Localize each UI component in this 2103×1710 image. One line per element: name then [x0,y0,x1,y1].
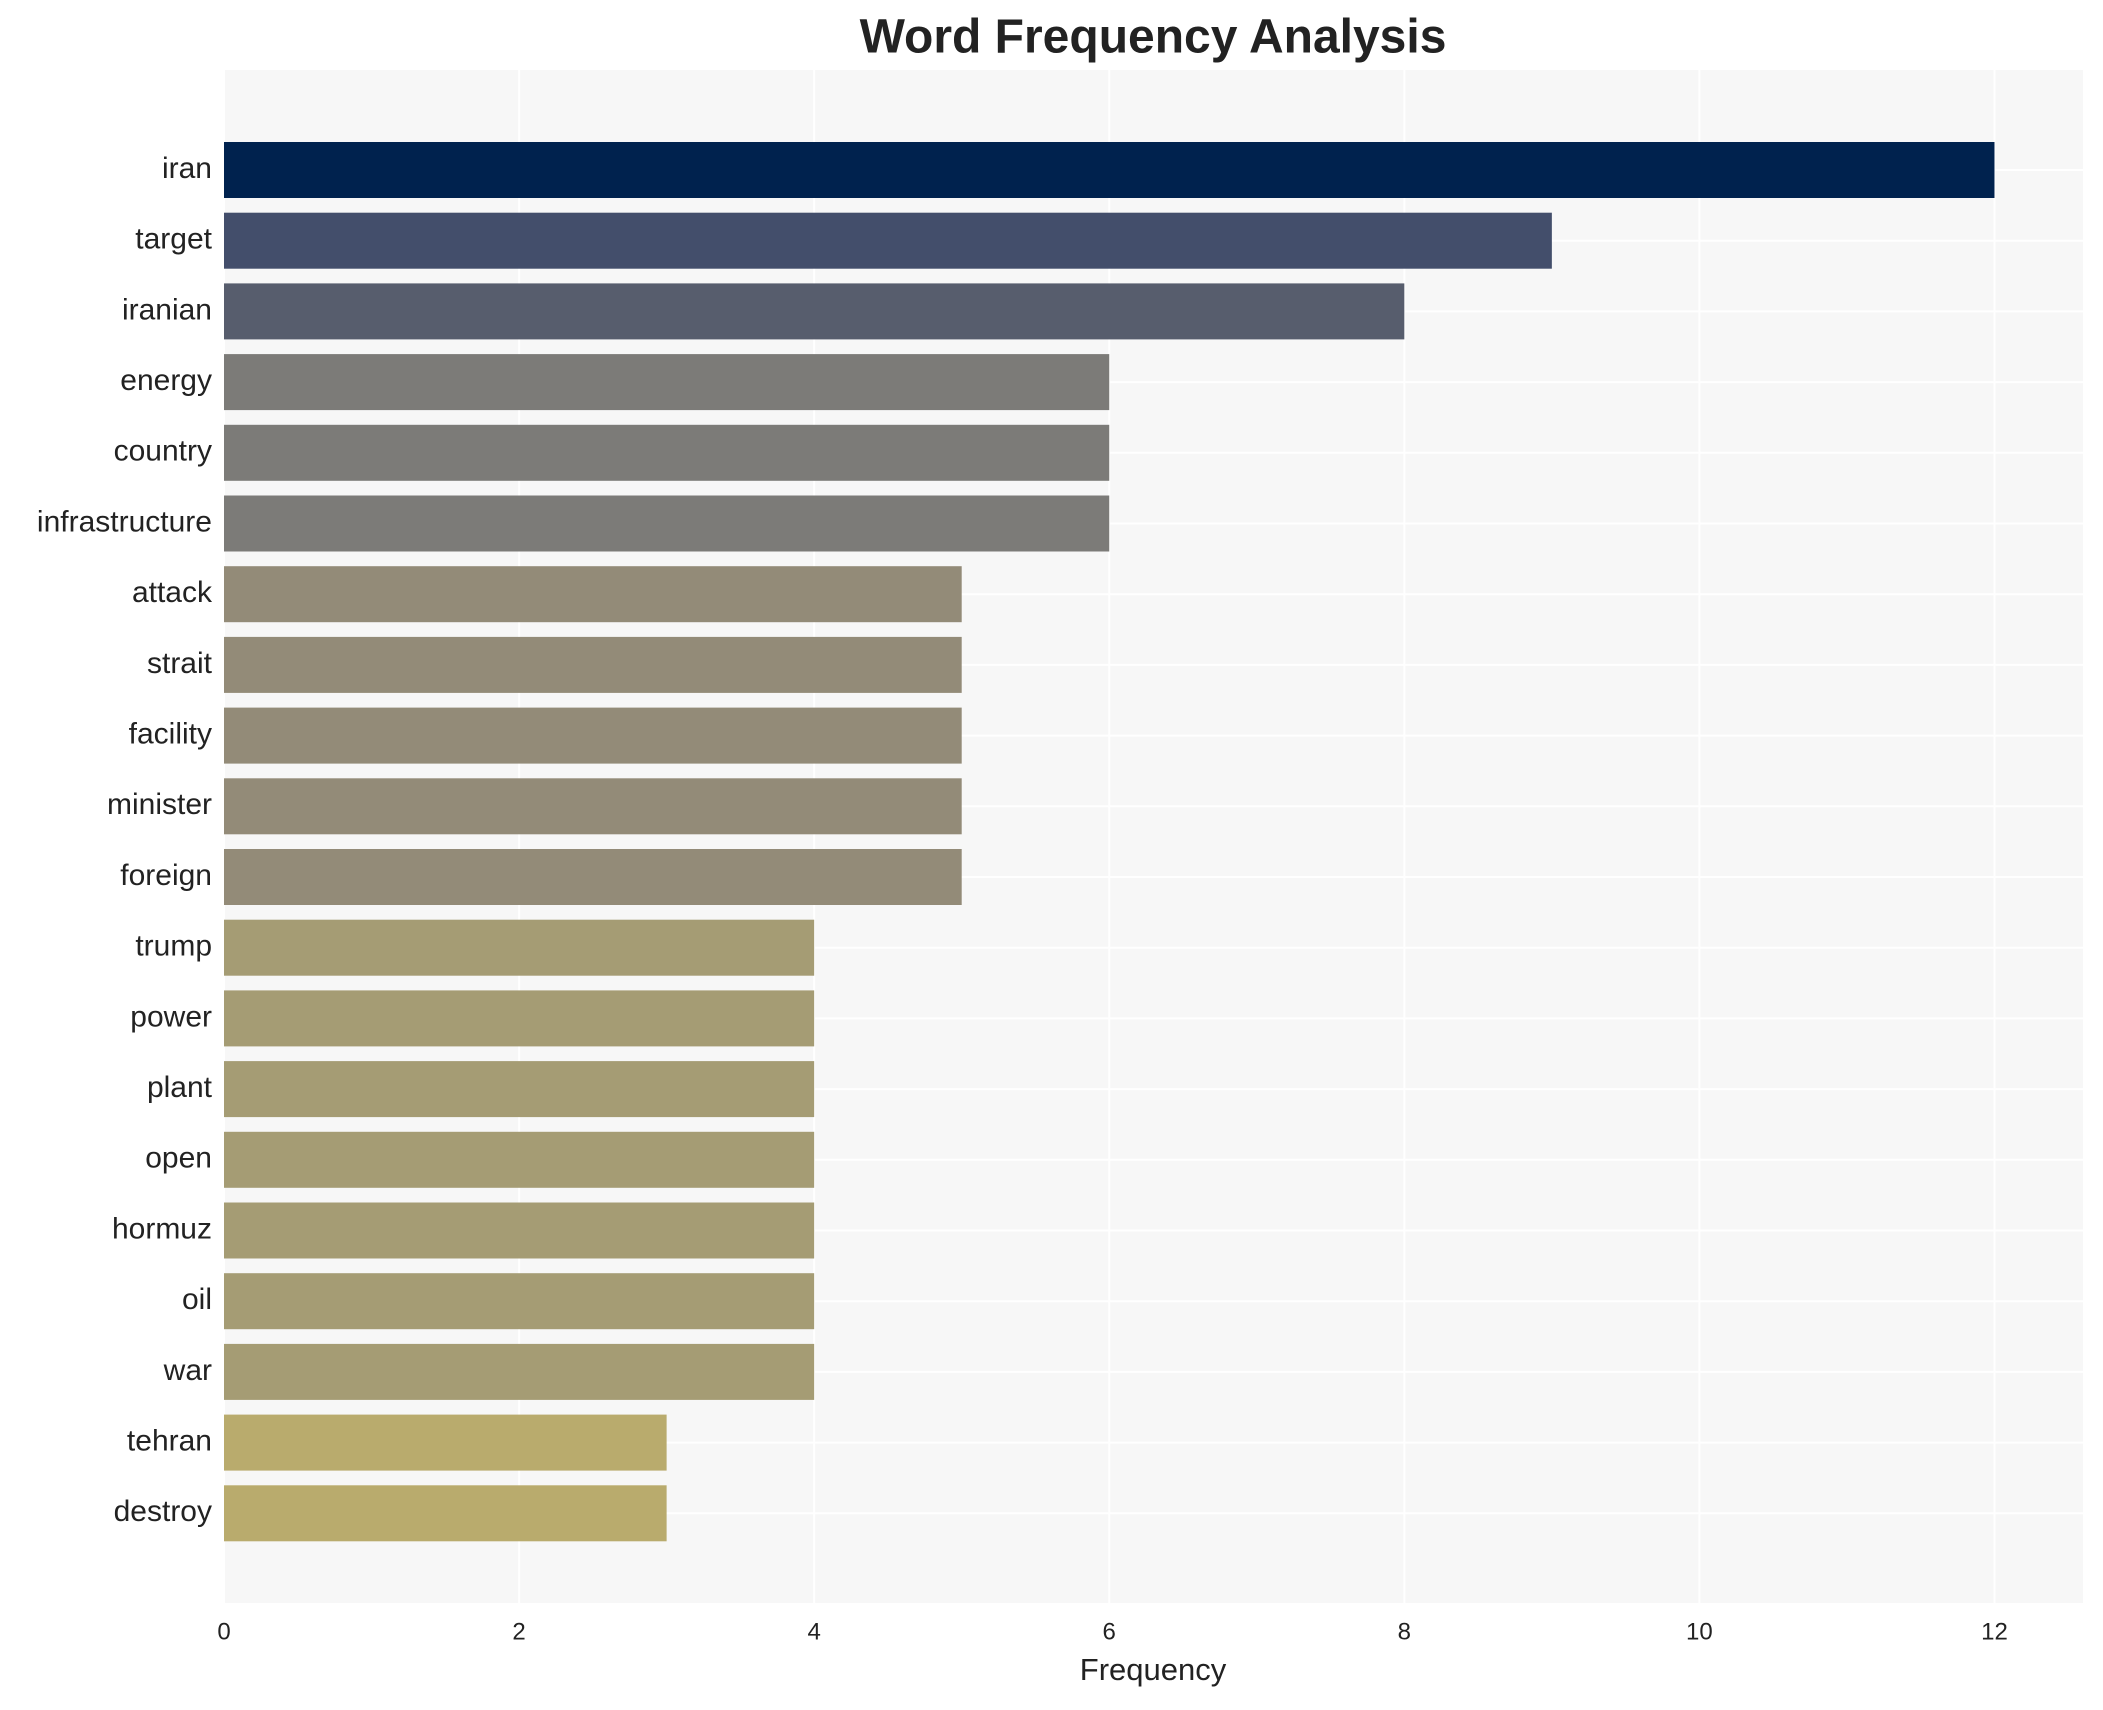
bar [224,495,1110,552]
y-tick-label: strait [147,647,213,680]
y-tick-label: trump [135,930,212,963]
chart-title: Word Frequency Analysis [860,11,1447,64]
x-tick-label: 10 [1686,1618,1713,1645]
bar [224,1414,667,1471]
bar [224,707,962,764]
bar [224,424,1110,481]
y-tick-label: iran [162,152,212,185]
bar [224,990,815,1047]
bar [224,778,962,835]
y-tick-label: country [114,435,212,468]
y-tick-label: iranian [122,293,212,326]
bar [224,354,1110,411]
bar [224,283,1405,340]
y-tick-label: oil [182,1283,212,1316]
y-tick-label: energy [120,364,212,397]
bar [224,1273,815,1330]
bar [224,566,962,623]
y-tick-label: target [135,223,212,256]
y-tick-label: tehran [127,1425,212,1458]
y-tick-label: war [163,1354,212,1387]
bar [224,142,1995,198]
y-tick-label: power [130,1000,212,1033]
bar [224,636,962,693]
x-tick-label: 0 [217,1618,230,1645]
x-tick-label: 6 [1103,1618,1116,1645]
y-tick-label: plant [147,1071,213,1104]
x-tick-label: 4 [807,1618,820,1645]
bar [224,1485,667,1542]
x-tick-label: 12 [1981,1618,2008,1645]
y-tick-label: infrastructure [37,505,212,538]
x-axis-label: Frequency [1080,1652,1227,1687]
bar [224,849,962,905]
bar [224,212,1552,269]
y-tick-label: open [145,1142,212,1175]
y-tick-label: destroy [114,1495,212,1528]
bar [224,1131,815,1188]
bar [224,1202,815,1259]
y-tick-label: hormuz [112,1212,212,1245]
y-tick-label: attack [132,576,213,609]
x-tick-label: 2 [512,1618,525,1645]
y-tick-label: foreign [120,859,212,892]
bar [224,1061,815,1118]
y-tick-label: minister [107,788,212,821]
bar [224,919,815,976]
x-tick-label: 8 [1398,1618,1411,1645]
bar [224,1343,815,1400]
y-tick-label: facility [129,718,212,751]
